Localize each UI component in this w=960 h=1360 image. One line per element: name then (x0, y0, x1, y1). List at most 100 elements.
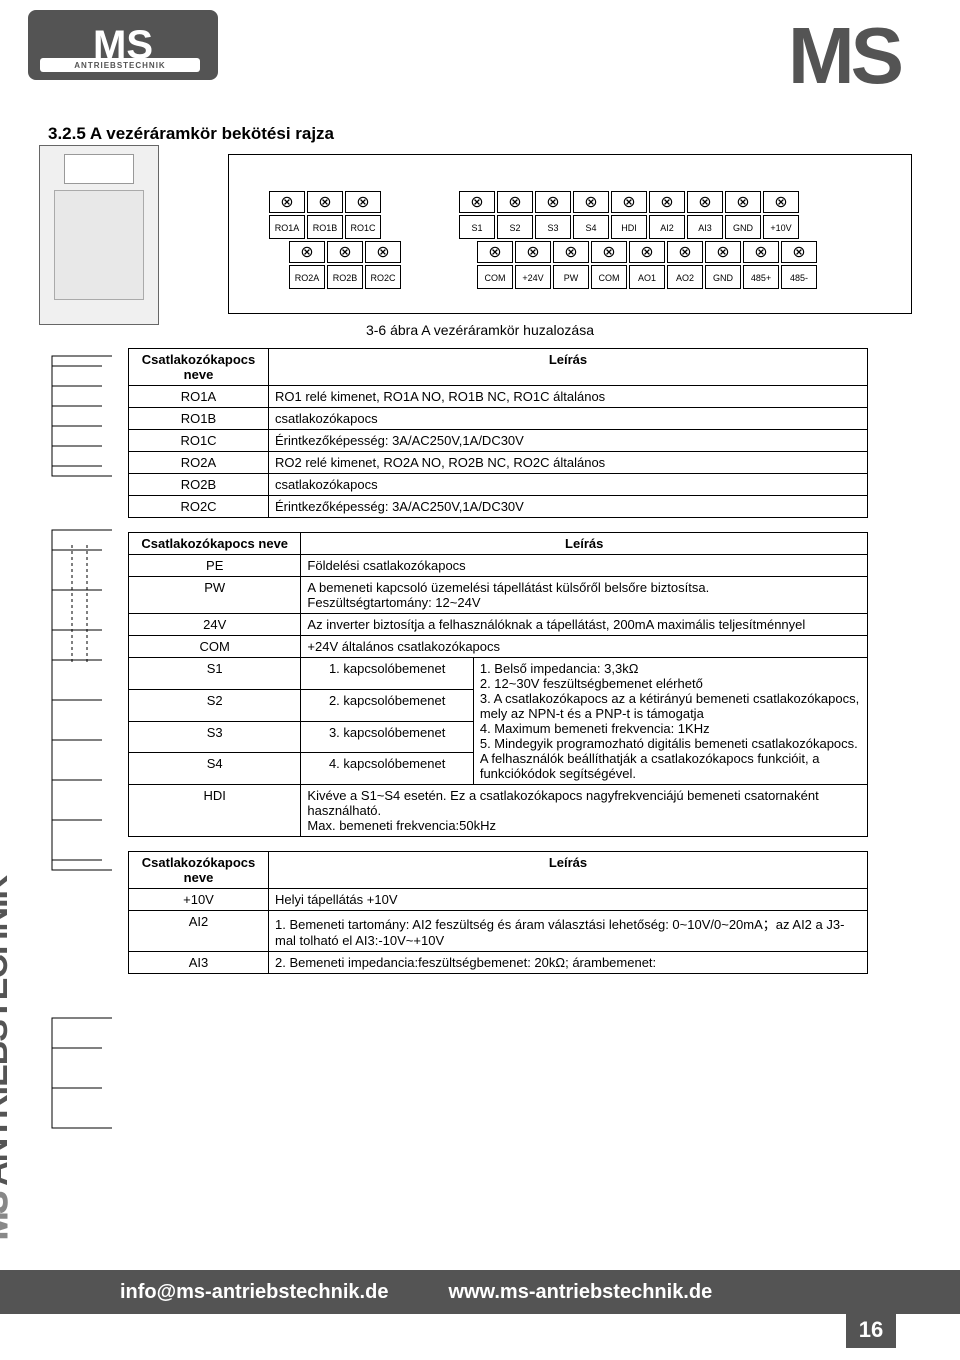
terminal-table-3: Csatlakozókapocs neve Leírás +10VHelyi t… (128, 851, 868, 974)
screw-icon (591, 241, 627, 263)
terminal-table-2: Csatlakozókapocs neve Leírás PEFöldelési… (128, 532, 868, 837)
terminal-cell: S4 (573, 215, 609, 239)
terminal-cell: RO2C (365, 265, 401, 289)
device-illustration (39, 145, 159, 325)
terminal-cell: GND (725, 215, 761, 239)
terminal-name: AI2 (129, 911, 269, 952)
terminal-desc: Földelési csatlakozókapocs (301, 555, 868, 577)
terminal-name: RO1B (129, 408, 269, 430)
terminal-table-1: Csatlakozókapocs neve Leírás RO1ARO1 rel… (128, 348, 868, 518)
table-row: COM+24V általános csatlakozókapocs (129, 636, 868, 658)
terminal-desc: RO2 relé kimenet, RO2A NO, RO2B NC, RO2C… (269, 452, 868, 474)
terminal-desc: 2. kapcsolóbemenet (301, 689, 473, 721)
terminal-cell: +24V (515, 265, 551, 289)
terminal-name: PW (129, 577, 301, 614)
terminal-cell: AI3 (687, 215, 723, 239)
terminal-name: COM (129, 636, 301, 658)
screw-icon (535, 191, 571, 213)
terminal-name: RO2A (129, 452, 269, 474)
wire-lines-2 (42, 520, 114, 880)
terminal-cell: AI2 (649, 215, 685, 239)
table-row: RO2CÉrintkezőképesség: 3A/AC250V,1A/DC30… (129, 496, 868, 518)
terminal-desc: Érintkezőképesség: 3A/AC250V,1A/DC30V (269, 430, 868, 452)
screw-icon (307, 191, 343, 213)
terminal-desc: 2. Bemeneti impedancia:feszültségbemenet… (269, 952, 868, 974)
terminal-desc: A bemeneti kapcsoló üzemelési tápellátás… (301, 577, 868, 614)
terminal-cell: COM (477, 265, 513, 289)
screw-icon (365, 241, 401, 263)
wire-lines-1 (42, 346, 114, 496)
terminal-name: S1 (129, 658, 301, 690)
screw-icon (781, 241, 817, 263)
table-row: AI21. Bemeneti tartomány: AI2 feszültség… (129, 911, 868, 952)
footer-url: www.ms-antriebstechnik.de (448, 1281, 712, 1304)
footer-bar: info@ms-antriebstechnik.de www.ms-antrie… (0, 1270, 960, 1314)
sidebar-brand: MS ANTRIEBSTECHNIK (0, 876, 16, 1240)
terminal-desc-right: 1. Belső impedancia: 3,3kΩ2. 12~30V fesz… (473, 658, 867, 785)
terminal-desc: csatlakozókapocs (269, 408, 868, 430)
terminal-name: S2 (129, 689, 301, 721)
terminal-cell: RO2A (289, 265, 325, 289)
terminal-cell: AO2 (667, 265, 703, 289)
sidebar-prefix: MS (0, 1193, 16, 1240)
terminal-name: PE (129, 555, 301, 577)
terminal-name: RO1A (129, 386, 269, 408)
table-header: Leírás (269, 349, 868, 386)
terminal-name: RO2B (129, 474, 269, 496)
terminal-cell: 485+ (743, 265, 779, 289)
screw-icon (515, 241, 551, 263)
table-header: Csatlakozókapocs neve (129, 852, 269, 889)
screw-row (459, 191, 799, 213)
page-footer: info@ms-antriebstechnik.de www.ms-antrie… (0, 1270, 960, 1360)
terminal-cell: 485- (781, 265, 817, 289)
terminal-desc: Érintkezőképesség: 3A/AC250V,1A/DC30V (269, 496, 868, 518)
terminal-row-right-bot: COM+24VPWCOMAO1AO2GND485+485- (477, 265, 817, 289)
terminal-desc: 1. Bemeneti tartomány: AI2 feszültség és… (269, 911, 868, 952)
screw-icon (649, 191, 685, 213)
sidebar-label: ANTRIEBSTECHNIK (0, 876, 15, 1186)
terminal-cell: GND (705, 265, 741, 289)
table-header: Csatlakozókapocs neve (129, 533, 301, 555)
screw-icon (459, 191, 495, 213)
terminal-desc: 4. kapcsolóbemenet (301, 753, 473, 785)
terminal-cell: S2 (497, 215, 533, 239)
terminal-row-right-top: S1S2S3S4HDIAI2AI3GND+10V (459, 215, 799, 239)
terminal-desc: Helyi tápellátás +10V (269, 889, 868, 911)
screw-icon (629, 241, 665, 263)
screw-icon (345, 191, 381, 213)
screw-row (269, 191, 381, 213)
screw-icon (553, 241, 589, 263)
terminal-desc: RO1 relé kimenet, RO1A NO, RO1B NC, RO1C… (269, 386, 868, 408)
screw-icon (687, 191, 723, 213)
terminal-cell: RO2B (327, 265, 363, 289)
page-number: 16 (846, 1312, 896, 1348)
screw-icon (289, 241, 325, 263)
terminal-desc: csatlakozókapocs (269, 474, 868, 496)
table-row: RO1Bcsatlakozókapocs (129, 408, 868, 430)
screw-icon (477, 241, 513, 263)
terminal-name: +10V (129, 889, 269, 911)
screw-icon (497, 191, 533, 213)
terminal-desc: 1. kapcsolóbemenet (301, 658, 473, 690)
terminal-cell: RO1B (307, 215, 343, 239)
screw-icon (269, 191, 305, 213)
wire-lines-3 (42, 1008, 114, 1138)
terminal-name: S4 (129, 753, 301, 785)
terminal-cell: AO1 (629, 265, 665, 289)
table-row: PEFöldelési csatlakozókapocs (129, 555, 868, 577)
logo-right: MS (788, 10, 900, 102)
terminal-desc: Az inverter biztosítja a felhasználóknak… (301, 614, 868, 636)
terminal-name: AI3 (129, 952, 269, 974)
table-header: Csatlakozókapocs neve (129, 349, 269, 386)
screw-icon (743, 241, 779, 263)
terminal-name: RO1C (129, 430, 269, 452)
screw-row (289, 241, 401, 263)
terminal-row-left-bot: RO2ARO2BRO2C (289, 265, 401, 289)
table-row: +10VHelyi tápellátás +10V (129, 889, 868, 911)
diagram-caption: 3-6 ábra A vezéráramkör huzalozása (48, 322, 912, 338)
screw-icon (573, 191, 609, 213)
terminal-cell: HDI (611, 215, 647, 239)
terminal-desc: Kivéve a S1~S4 esetén. Ez a csatlakozóka… (301, 785, 868, 837)
screw-icon (667, 241, 703, 263)
screw-icon (763, 191, 799, 213)
